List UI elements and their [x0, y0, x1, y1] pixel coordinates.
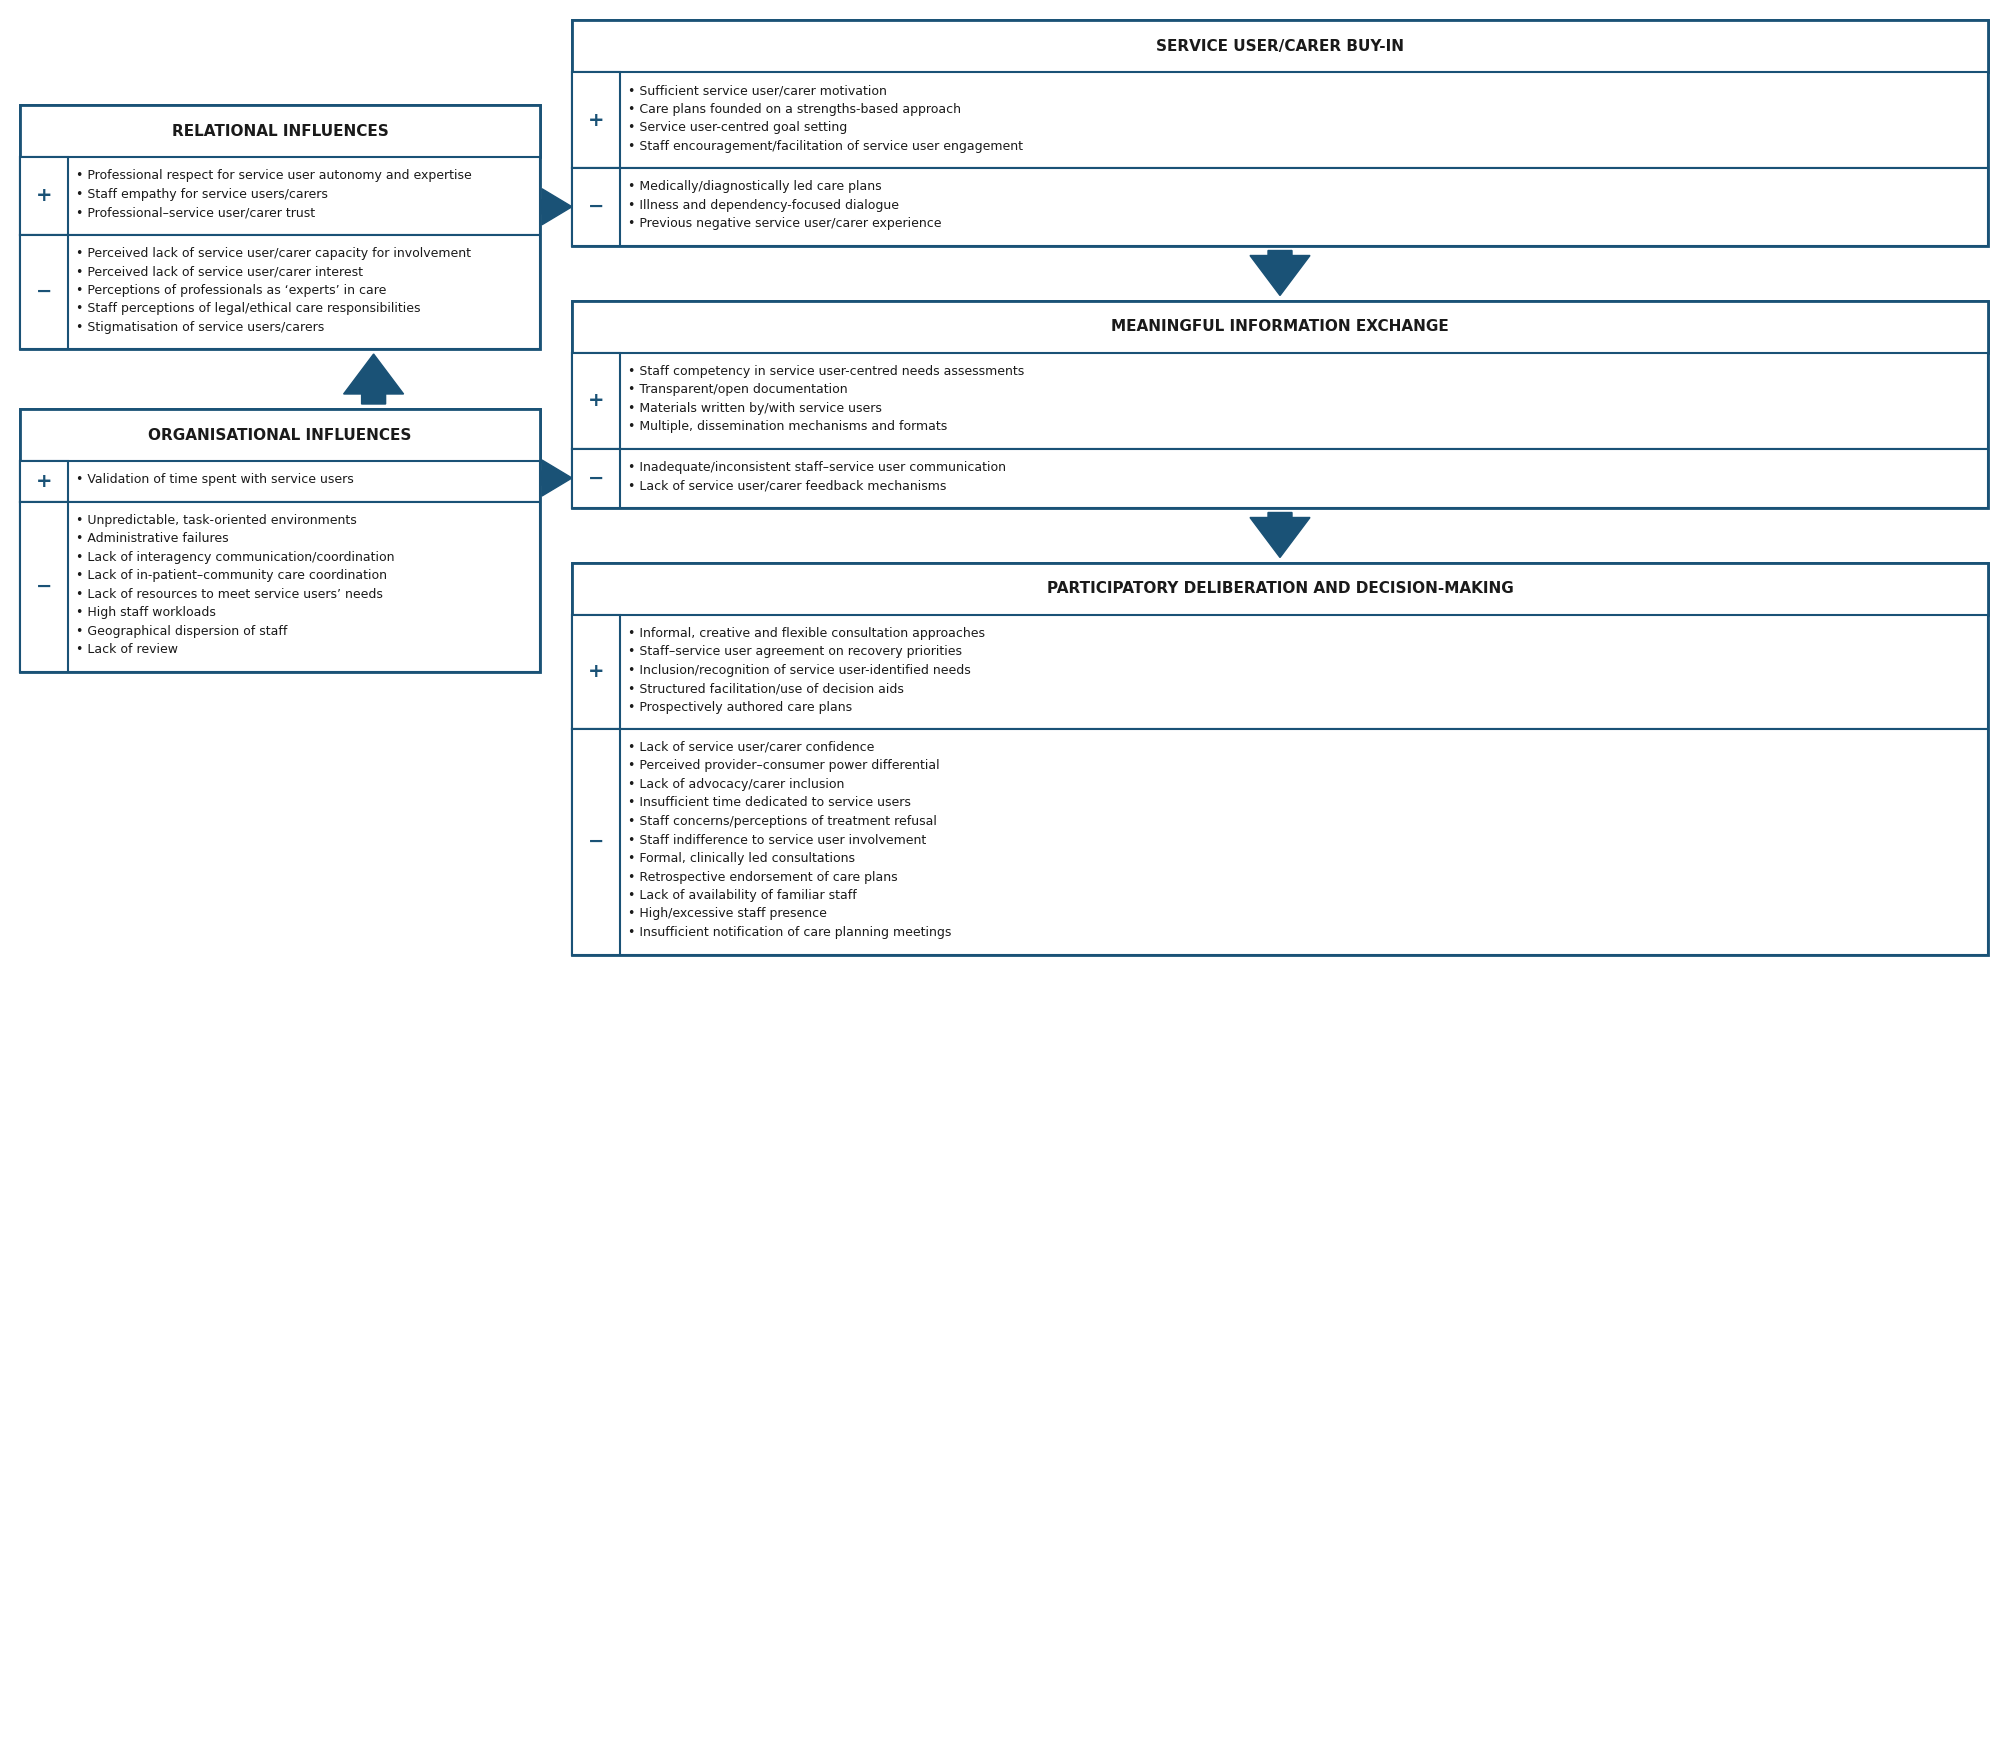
- Text: −: −: [588, 468, 604, 487]
- Text: • Inclusion/recognition of service user-identified needs: • Inclusion/recognition of service user-…: [628, 663, 969, 677]
- Text: • Medically/diagnostically led care plans: • Medically/diagnostically led care plan…: [628, 179, 881, 193]
- Text: • Staff indifference to service user involvement: • Staff indifference to service user inv…: [628, 834, 925, 846]
- Text: • Geographical dispersion of staff: • Geographical dispersion of staff: [76, 624, 287, 637]
- Bar: [572, 19, 1987, 246]
- Bar: [572, 728, 1987, 955]
- Text: • Perceived lack of service user/carer capacity for involvement: • Perceived lack of service user/carer c…: [76, 246, 472, 260]
- Bar: [572, 352, 620, 449]
- Text: +: +: [588, 661, 604, 681]
- Bar: [572, 301, 1987, 508]
- Text: −: −: [36, 281, 52, 301]
- Text: • Staff encouragement/facilitation of service user engagement: • Staff encouragement/facilitation of se…: [628, 139, 1022, 153]
- Bar: [20, 410, 540, 672]
- Text: • Perceived lack of service user/carer interest: • Perceived lack of service user/carer i…: [76, 266, 363, 278]
- Polygon shape: [540, 188, 572, 225]
- Text: +: +: [36, 471, 52, 491]
- Bar: [20, 234, 540, 348]
- Text: • Professional–service user/carer trust: • Professional–service user/carer trust: [76, 206, 315, 220]
- Bar: [572, 614, 1987, 728]
- Bar: [572, 563, 1987, 614]
- Polygon shape: [540, 461, 572, 496]
- Text: • High staff workloads: • High staff workloads: [76, 607, 217, 619]
- Bar: [20, 157, 540, 234]
- Text: • Staff empathy for service users/carers: • Staff empathy for service users/carers: [76, 188, 327, 201]
- Bar: [572, 301, 1987, 352]
- Bar: [20, 106, 540, 157]
- Text: • Staff concerns/perceptions of treatment refusal: • Staff concerns/perceptions of treatmen…: [628, 814, 937, 828]
- Text: RELATIONAL INFLUENCES: RELATIONAL INFLUENCES: [171, 123, 387, 139]
- Text: • Structured facilitation/use of decision aids: • Structured facilitation/use of decisio…: [628, 682, 903, 695]
- Text: • Lack of availability of familiar staff: • Lack of availability of familiar staff: [628, 888, 857, 902]
- Bar: [572, 72, 1987, 169]
- Text: • Lack of service user/carer feedback mechanisms: • Lack of service user/carer feedback me…: [628, 478, 945, 493]
- Bar: [20, 461, 540, 501]
- Polygon shape: [1250, 250, 1309, 296]
- Bar: [572, 449, 1987, 508]
- Text: • Care plans founded on a strengths-based approach: • Care plans founded on a strengths-base…: [628, 102, 961, 116]
- Text: • Retrospective endorsement of care plans: • Retrospective endorsement of care plan…: [628, 871, 897, 883]
- Bar: [20, 234, 68, 348]
- Text: • Lack of advocacy/carer inclusion: • Lack of advocacy/carer inclusion: [628, 777, 845, 792]
- Text: • Transparent/open documentation: • Transparent/open documentation: [628, 383, 847, 396]
- Bar: [572, 169, 620, 246]
- Bar: [20, 501, 540, 672]
- Text: • Insufficient notification of care planning meetings: • Insufficient notification of care plan…: [628, 925, 951, 939]
- Text: • Insufficient time dedicated to service users: • Insufficient time dedicated to service…: [628, 797, 911, 809]
- Text: • Staff perceptions of legal/ethical care responsibilities: • Staff perceptions of legal/ethical car…: [76, 303, 419, 315]
- Polygon shape: [343, 354, 403, 405]
- Text: PARTICIPATORY DELIBERATION AND DECISION-MAKING: PARTICIPATORY DELIBERATION AND DECISION-…: [1046, 580, 1513, 596]
- Bar: [572, 352, 1987, 449]
- Text: • Unpredictable, task-oriented environments: • Unpredictable, task-oriented environme…: [76, 514, 357, 526]
- Text: MEANINGFUL INFORMATION EXCHANGE: MEANINGFUL INFORMATION EXCHANGE: [1110, 318, 1449, 334]
- Text: • Inadequate/inconsistent staff–service user communication: • Inadequate/inconsistent staff–service …: [628, 461, 1006, 473]
- Text: • Prospectively authored care plans: • Prospectively authored care plans: [628, 700, 851, 714]
- Text: • Lack of service user/carer confidence: • Lack of service user/carer confidence: [628, 741, 873, 755]
- Text: • Lack of in-patient–community care coordination: • Lack of in-patient–community care coor…: [76, 568, 387, 582]
- Text: +: +: [588, 111, 604, 130]
- Bar: [572, 449, 620, 508]
- Bar: [20, 157, 68, 234]
- Text: • Multiple, dissemination mechanisms and formats: • Multiple, dissemination mechanisms and…: [628, 420, 947, 433]
- Bar: [20, 106, 540, 348]
- Bar: [572, 169, 1987, 246]
- Text: +: +: [588, 390, 604, 410]
- Text: • Service user-centred goal setting: • Service user-centred goal setting: [628, 121, 847, 134]
- Text: • Lack of interagency communication/coordination: • Lack of interagency communication/coor…: [76, 551, 393, 563]
- Bar: [572, 19, 1987, 72]
- Polygon shape: [1250, 512, 1309, 558]
- Text: • Administrative failures: • Administrative failures: [76, 531, 229, 545]
- Bar: [20, 501, 68, 672]
- Bar: [572, 728, 620, 955]
- Text: • Professional respect for service user autonomy and expertise: • Professional respect for service user …: [76, 169, 472, 181]
- Text: • Informal, creative and flexible consultation approaches: • Informal, creative and flexible consul…: [628, 626, 985, 640]
- Text: −: −: [588, 832, 604, 851]
- Bar: [20, 410, 540, 461]
- Text: • Stigmatisation of service users/carers: • Stigmatisation of service users/carers: [76, 320, 323, 334]
- Text: ORGANISATIONAL INFLUENCES: ORGANISATIONAL INFLUENCES: [149, 427, 411, 443]
- Text: • High/excessive staff presence: • High/excessive staff presence: [628, 908, 827, 920]
- Text: • Lack of review: • Lack of review: [76, 644, 179, 656]
- Text: • Perceived provider–consumer power differential: • Perceived provider–consumer power diff…: [628, 760, 939, 772]
- Text: • Illness and dependency-focused dialogue: • Illness and dependency-focused dialogu…: [628, 199, 899, 211]
- Text: SERVICE USER/CARER BUY-IN: SERVICE USER/CARER BUY-IN: [1156, 39, 1403, 53]
- Text: • Formal, clinically led consultations: • Formal, clinically led consultations: [628, 851, 855, 865]
- Text: • Perceptions of professionals as ‘experts’ in care: • Perceptions of professionals as ‘exper…: [76, 283, 385, 297]
- Text: • Staff–service user agreement on recovery priorities: • Staff–service user agreement on recove…: [628, 646, 961, 658]
- Text: • Sufficient service user/carer motivation: • Sufficient service user/carer motivati…: [628, 84, 887, 97]
- Text: • Materials written by/with service users: • Materials written by/with service user…: [628, 401, 881, 415]
- Bar: [572, 72, 620, 169]
- Bar: [20, 461, 68, 501]
- Bar: [572, 614, 620, 728]
- Text: −: −: [36, 577, 52, 596]
- Text: • Staff competency in service user-centred needs assessments: • Staff competency in service user-centr…: [628, 364, 1024, 378]
- Bar: [572, 563, 1987, 955]
- Text: • Validation of time spent with service users: • Validation of time spent with service …: [76, 473, 353, 485]
- Text: −: −: [588, 197, 604, 216]
- Text: • Lack of resources to meet service users’ needs: • Lack of resources to meet service user…: [76, 588, 383, 600]
- Text: • Previous negative service user/carer experience: • Previous negative service user/carer e…: [628, 216, 941, 230]
- Text: +: +: [36, 186, 52, 206]
